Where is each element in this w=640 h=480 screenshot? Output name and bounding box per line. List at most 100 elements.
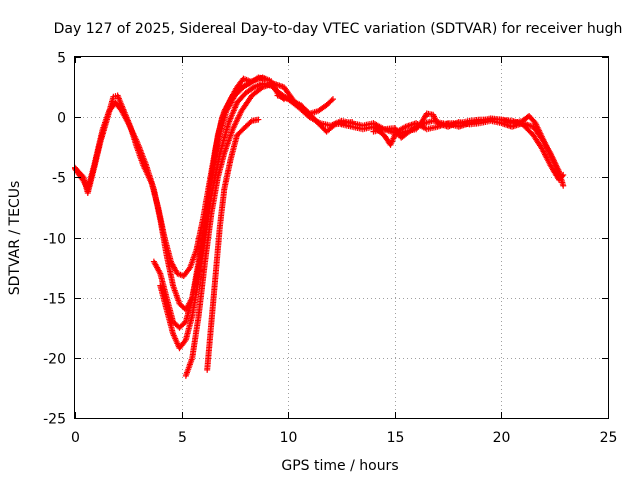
- y-axis-label: SDTVAR / TECUs: [7, 181, 23, 296]
- trace-segment: [228, 133, 240, 161]
- trace-segment: [187, 248, 199, 269]
- trace-segment: [126, 121, 140, 143]
- trace-segment: [241, 79, 254, 90]
- trace-segment: [100, 109, 112, 131]
- trace-segment: [177, 338, 188, 350]
- series-trace-6: [204, 116, 262, 373]
- trace-segment: [242, 76, 252, 84]
- trace-segment: [151, 260, 163, 276]
- trace-segment: [226, 101, 240, 125]
- trace-segment: [202, 212, 215, 263]
- trace-segment: [170, 284, 182, 305]
- trace-segment: [157, 272, 170, 300]
- trace-segment: [208, 176, 221, 215]
- trace-segment: [250, 85, 265, 98]
- trace-segment: [425, 124, 439, 132]
- series-trace-7: [274, 92, 565, 181]
- trace-segment: [420, 112, 429, 123]
- x-tick-label: 20: [493, 430, 511, 446]
- trace-segment: [252, 81, 264, 90]
- x-tick-label: 5: [178, 430, 187, 446]
- data-point: [560, 171, 567, 178]
- chart-title: Day 127 of 2025, Sidereal Day-to-day VTE…: [54, 21, 623, 37]
- trace-segment: [520, 122, 536, 137]
- trace-segment: [297, 105, 312, 119]
- trace-segment: [168, 260, 180, 276]
- series-trace-3: [150, 74, 287, 331]
- trace-segment: [531, 125, 544, 141]
- trace-segment: [189, 278, 202, 318]
- trace-segment: [183, 314, 195, 342]
- trace-segment: [235, 91, 248, 105]
- trace-segment: [91, 127, 106, 167]
- trace-segment: [233, 85, 246, 98]
- trace-segment: [539, 137, 553, 155]
- y-tick-label: -15: [43, 292, 66, 308]
- trace-segment: [217, 121, 232, 155]
- trace-segment: [286, 97, 301, 110]
- trace-segment: [157, 284, 170, 312]
- trace-segment: [215, 109, 229, 143]
- trace-segment: [548, 151, 562, 173]
- trace-segment: [531, 133, 544, 150]
- data-point: [329, 96, 336, 103]
- data-points: [72, 74, 567, 379]
- x-tick-label: 25: [600, 430, 618, 446]
- trace-segment: [281, 85, 295, 101]
- x-tick-label: 15: [387, 430, 405, 446]
- trace-segment: [261, 75, 273, 84]
- trace-segment: [175, 271, 186, 279]
- trace-segment: [113, 101, 124, 113]
- y-tick-label: -25: [43, 412, 66, 428]
- trace-segment: [134, 139, 148, 165]
- trace-segment: [235, 77, 246, 89]
- trace-segment: [425, 110, 435, 118]
- trace-segment: [235, 125, 248, 137]
- trace-segment: [221, 157, 234, 191]
- trace-segment: [164, 254, 176, 288]
- trace-segment: [157, 218, 170, 257]
- trace-segment: [399, 130, 410, 140]
- trace-segment: [244, 85, 256, 96]
- trace-segment: [208, 272, 219, 324]
- trace-segment: [557, 173, 566, 182]
- trace-segment: [224, 93, 238, 113]
- y-tick-label: -5: [52, 171, 66, 187]
- trace-segment: [329, 118, 343, 128]
- y-tick-label: -10: [43, 232, 66, 248]
- trace-segment: [250, 116, 260, 124]
- trace-segment: [204, 320, 215, 372]
- trace-segment: [308, 115, 322, 126]
- trace-segment: [316, 103, 329, 114]
- y-tick-label: 5: [57, 51, 66, 67]
- x-tick-label: 10: [280, 430, 298, 446]
- plot-frame: [74, 56, 609, 419]
- trace-segment: [269, 84, 282, 95]
- trace-segment: [164, 308, 176, 336]
- trace-segment: [388, 133, 398, 147]
- trace-segment: [183, 296, 195, 324]
- series-trace-2: [72, 74, 268, 313]
- trace-segment: [406, 124, 418, 135]
- trace-segment: [239, 93, 254, 113]
- trace-segment: [181, 266, 193, 278]
- grid: [75, 57, 608, 418]
- x-tick-label: 0: [71, 430, 80, 446]
- trace-segment: [230, 109, 244, 131]
- trace-segment: [324, 97, 335, 107]
- trace-segment: [85, 163, 97, 191]
- trace-segment: [217, 188, 227, 227]
- trace-segment: [189, 314, 202, 360]
- data-point: [255, 116, 262, 123]
- axis-ticks: 0 5 10 15 20 25 5 0 -5 -10 -15 -20 -25: [43, 51, 617, 447]
- trace-segment: [119, 109, 131, 125]
- trace-segment: [208, 139, 221, 179]
- y-tick-label: -20: [43, 352, 66, 368]
- trace-segment: [72, 167, 86, 183]
- trace-segment: [164, 296, 176, 324]
- trace-segment: [243, 119, 254, 129]
- trace-segment: [195, 260, 208, 318]
- trace-segment: [212, 224, 223, 275]
- trace-segment: [195, 236, 208, 281]
